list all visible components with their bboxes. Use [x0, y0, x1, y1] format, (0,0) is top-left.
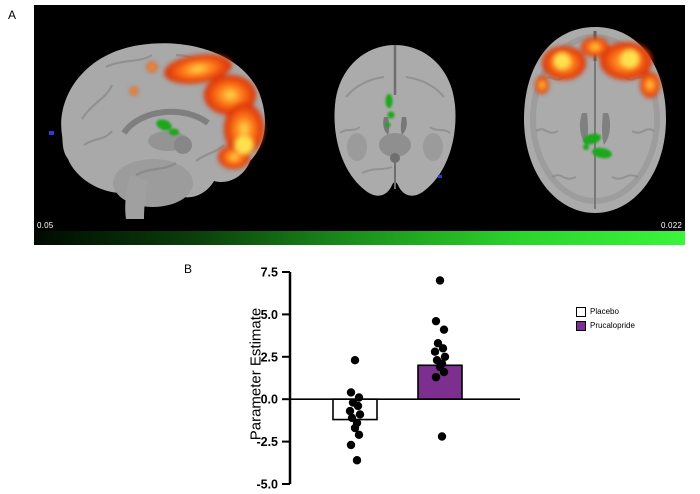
- legend-item-placebo: Placebo: [576, 306, 635, 318]
- coronal-slice-image: [334, 45, 456, 196]
- axial-hot-activation: [535, 37, 660, 98]
- coronal-green-cluster: [385, 94, 395, 128]
- panel-a-label: A: [8, 8, 17, 22]
- sagittal-slice-image: [49, 43, 265, 219]
- prucalopride-swatch: [576, 321, 586, 331]
- panel-b-label: B: [184, 262, 193, 276]
- bar-chart-plot: 7.5 5.0 2.5 0.0 -2.5 -5.0: [256, 266, 520, 492]
- colorbar-min-label: 0.05: [37, 221, 54, 230]
- legend-label-prucalopride: Prucalopride: [590, 321, 635, 330]
- bar-chart: 7.5 5.0 2.5 0.0 -2.5 -5.0: [228, 258, 558, 494]
- svg-text:2.5: 2.5: [261, 350, 278, 364]
- svg-text:0.0: 0.0: [261, 393, 278, 407]
- sagittal-green-cluster: [156, 119, 179, 136]
- svg-text:-2.5: -2.5: [256, 435, 278, 449]
- coronal-blue-cluster: [438, 175, 442, 178]
- chart-legend: Placebo Prucalopride: [576, 306, 635, 334]
- legend-label-placebo: Placebo: [590, 307, 619, 316]
- svg-text:7.5: 7.5: [261, 266, 278, 280]
- axial-green-cluster: [583, 133, 612, 159]
- svg-text:-5.0: -5.0: [256, 478, 278, 492]
- coronal-brain: [334, 45, 456, 196]
- placebo-swatch: [576, 307, 586, 317]
- axial-brain: [524, 27, 666, 213]
- brain-imaging-panel: 0.05 0.022: [34, 5, 685, 231]
- sagittal-brain: [49, 43, 265, 219]
- sagittal-hot-activation: [130, 54, 264, 169]
- svg-text:5.0: 5.0: [261, 308, 278, 322]
- sagittal-blue-cluster: [49, 131, 54, 135]
- colorbar-gradient: [34, 231, 685, 245]
- legend-item-prucalopride: Prucalopride: [576, 320, 635, 332]
- colorbar-max-label: 0.022: [660, 221, 682, 230]
- axial-slice-image: [524, 27, 666, 213]
